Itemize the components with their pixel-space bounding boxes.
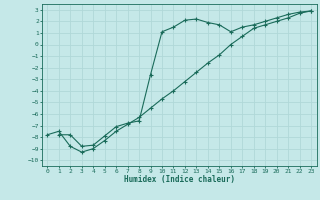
X-axis label: Humidex (Indice chaleur): Humidex (Indice chaleur) xyxy=(124,175,235,184)
